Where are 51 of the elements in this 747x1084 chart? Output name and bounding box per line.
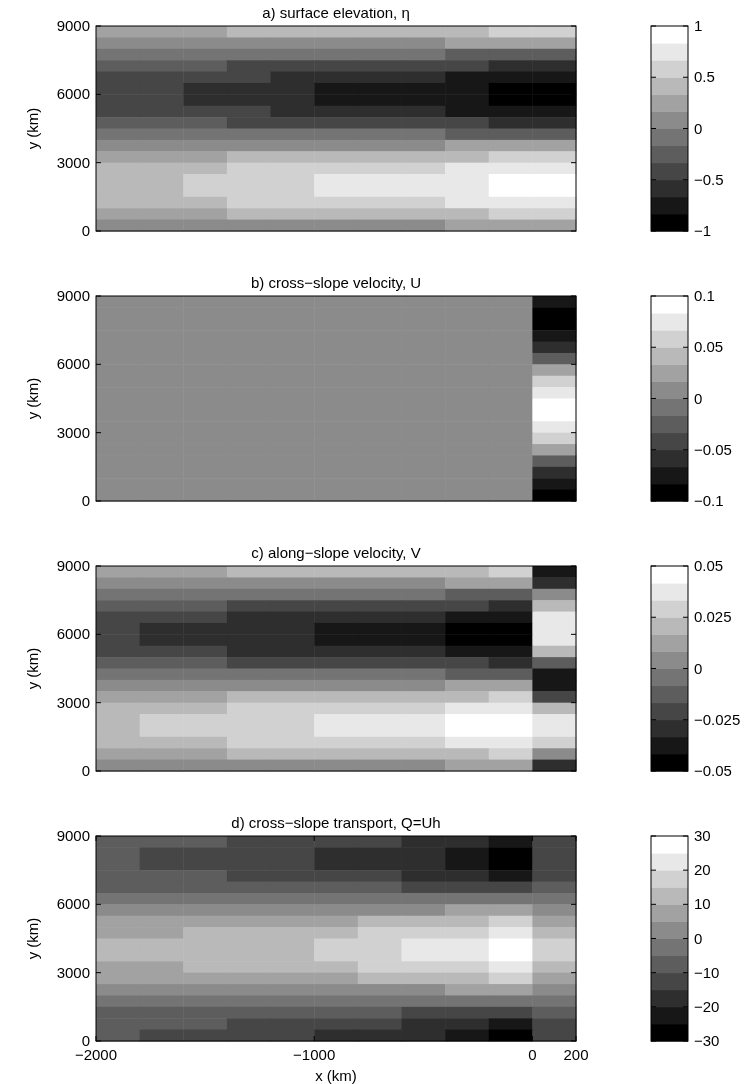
y-tick-label: 3000 (56, 963, 90, 981)
color-bar-label: 0 (694, 119, 703, 137)
y-tick-label: 6000 (56, 625, 90, 643)
x-axis-title: x (km) (315, 1067, 357, 1084)
color-bar-label: 30 (694, 827, 711, 844)
y-tick-label: 3000 (56, 693, 90, 711)
x-tick-label: −2000 (74, 1046, 118, 1063)
color-bar-label: 0.5 (694, 68, 715, 86)
y-tick-label: 0 (81, 222, 90, 239)
chart-title: a) surface elevation, η (262, 4, 410, 21)
color-bar-label: 20 (694, 861, 711, 879)
y-tick-label: 6000 (56, 85, 90, 103)
y-tick-label: 9000 (56, 287, 90, 304)
color-bar-label: −20 (694, 997, 720, 1015)
y-tick-label: 0 (81, 492, 90, 509)
color-bar-label: 10 (694, 895, 711, 913)
color-bar-label: −0.5 (694, 170, 724, 188)
color-bar-label: −10 (694, 963, 720, 981)
y-tick-label: 0 (81, 1032, 90, 1049)
color-bar-label: −1 (694, 222, 712, 239)
y-tick-label: 9000 (56, 827, 90, 844)
color-bar-label: −0.05 (694, 440, 732, 458)
color-bar-label: 1 (694, 17, 703, 34)
y-tick-label: 6000 (56, 355, 90, 373)
y-tick-label: 9000 (56, 557, 90, 574)
color-bar-label: −30 (694, 1032, 720, 1049)
chart-title: b) cross−slope velocity, U (250, 274, 422, 291)
y-axis-title: y (km) (24, 107, 41, 150)
y-tick-label: 0 (81, 762, 90, 779)
y-axis-title: y (km) (24, 917, 41, 960)
y-tick-label: 3000 (56, 153, 90, 171)
y-axis-title: y (km) (24, 377, 41, 420)
color-bar-label: −0.025 (694, 710, 741, 728)
x-tick-label: 0 (528, 1046, 537, 1063)
y-tick-label: 3000 (56, 423, 90, 441)
color-bar-label: 0 (694, 659, 703, 677)
chart-title: c) along−slope velocity, V (251, 544, 421, 561)
color-bar-label: −0.1 (694, 492, 724, 509)
color-bar-label: 0 (694, 929, 703, 947)
x-tick-label: −1000 (293, 1046, 336, 1063)
color-bar-label: 0 (694, 389, 703, 407)
color-bar-label: 0.025 (694, 608, 732, 626)
color-bar-label: 0.05 (694, 338, 724, 356)
y-tick-label: 9000 (56, 17, 90, 34)
chart-title: d) cross−slope transport, Q=Uh (231, 814, 441, 831)
x-tick-label: 200 (563, 1046, 589, 1063)
y-axis-title: y (km) (24, 647, 41, 690)
color-bar-label: 0.05 (694, 557, 724, 574)
y-tick-label: 6000 (56, 895, 90, 913)
color-bar-label: −0.05 (694, 762, 732, 779)
color-bar-label: 0.1 (694, 287, 715, 304)
